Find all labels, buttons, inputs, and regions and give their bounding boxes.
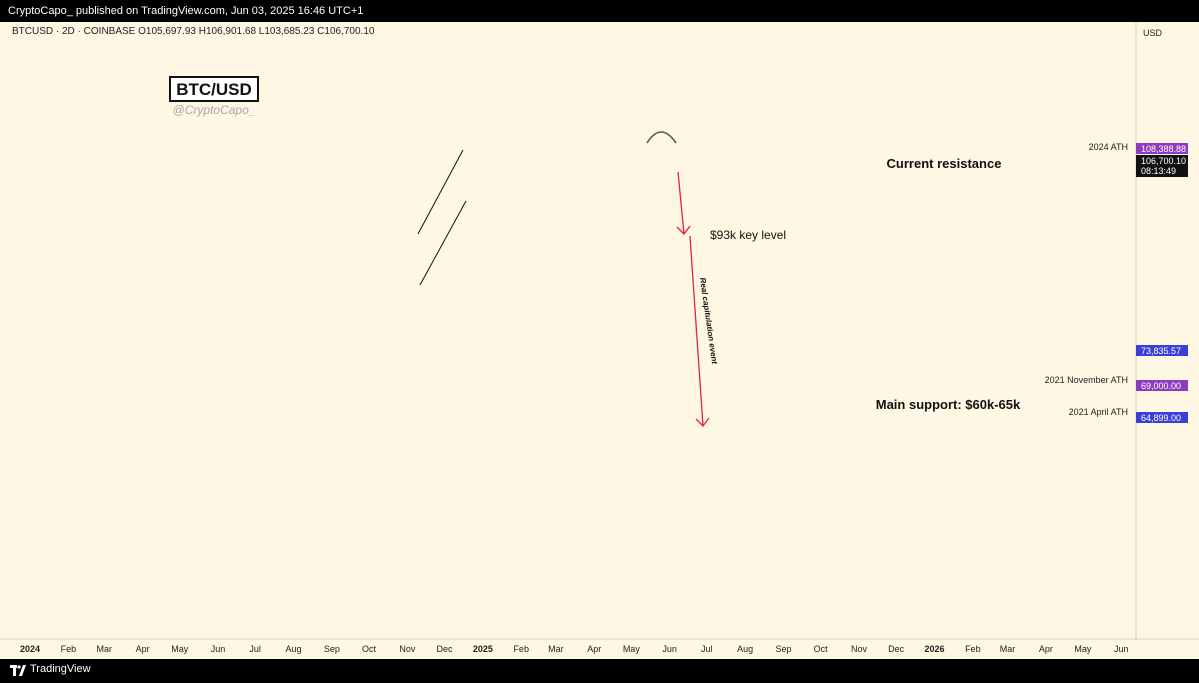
time-tick[interactable]: Aug [737, 644, 753, 654]
capitulation-arrow-head [695, 417, 710, 427]
time-tick[interactable]: Feb [513, 644, 529, 654]
price-label-64899[interactable] [1136, 412, 1188, 423]
capitulation-arrow [689, 235, 704, 427]
time-tick[interactable]: Jul [701, 644, 713, 654]
brand-title: BTC/USD [176, 80, 252, 99]
price-axis-background [1136, 22, 1199, 639]
price-label-2024-ath[interactable] [1136, 143, 1188, 154]
top-arc [646, 131, 677, 144]
price-label-73835-text: 73,835.57 [1141, 346, 1181, 356]
time-tick[interactable]: Sep [776, 644, 792, 654]
price-chart[interactable]: 2024 Feb Mar Apr May Jun Jul Aug Sep Oct Nov Dec 202… [0, 22, 1199, 659]
arrow-head-93k [676, 225, 691, 235]
price-label-64899-text: 64,899.00 [1141, 413, 1181, 423]
time-tick[interactable]: Nov [399, 644, 416, 654]
publish-bar: CryptoCapo_ published on TradingView.com… [0, 0, 1199, 22]
time-tick[interactable]: Apr [136, 644, 150, 654]
time-tick[interactable]: Apr [587, 644, 601, 654]
rising-wedge [417, 149, 467, 286]
time-tick[interactable]: Feb [965, 644, 981, 654]
time-tick[interactable]: Dec [888, 644, 905, 654]
key-level-label: $93k key level [710, 228, 786, 242]
time-axis[interactable]: 2024 Feb Mar Apr May Jun Jul Aug Sep Oct Nov Dec 202… [20, 644, 1129, 654]
time-tick[interactable]: Nov [851, 644, 868, 654]
time-tick[interactable]: Jun [662, 644, 677, 654]
tradingview-logo-text: TradingView [30, 663, 91, 675]
time-tick[interactable]: Aug [286, 644, 302, 654]
time-tick[interactable]: Mar [96, 644, 112, 654]
time-tick[interactable]: Oct [814, 644, 829, 654]
time-tick[interactable]: Jun [211, 644, 226, 654]
price-label-2024-ath-text: 108,388.88 [1141, 144, 1186, 154]
footer-bar: TradingView [0, 659, 1199, 683]
current-price-label[interactable] [1136, 155, 1188, 177]
resistance-label: Current resistance [887, 156, 1002, 171]
time-tick[interactable]: May [171, 644, 189, 654]
axis-unit[interactable]: USD [1143, 28, 1163, 38]
time-tick[interactable]: Oct [362, 644, 377, 654]
label-2021-april-ath: 2021 April ATH [1069, 407, 1128, 417]
price-label-69000[interactable] [1136, 380, 1188, 391]
label-2021-november-ath: 2021 November ATH [1045, 375, 1128, 385]
price-label-73835[interactable] [1136, 345, 1188, 356]
time-axis-background [0, 639, 1199, 659]
time-tick[interactable]: Feb [61, 644, 77, 654]
publish-info: CryptoCapo_ published on TradingView.com… [8, 5, 364, 17]
symbol-info: BTCUSD · 2D · COINBASE O105,697.93 H106,… [12, 26, 375, 37]
time-tick[interactable]: 2024 [20, 644, 40, 654]
drawings-layer [417, 131, 710, 427]
bar-countdown: 08:13:49 [1141, 166, 1176, 176]
plot-background [0, 22, 1136, 639]
time-tick[interactable]: Jun [1114, 644, 1129, 654]
time-tick[interactable]: May [623, 644, 641, 654]
label-2024-ath: 2024 ATH [1089, 142, 1128, 152]
time-tick[interactable]: Jul [249, 644, 261, 654]
time-tick[interactable]: Sep [324, 644, 340, 654]
time-tick[interactable]: Mar [1000, 644, 1016, 654]
arrow-to-93k [677, 171, 685, 235]
time-tick[interactable]: May [1074, 644, 1092, 654]
time-tick[interactable]: Dec [436, 644, 453, 654]
price-label-69000-text: 69,000.00 [1141, 381, 1181, 391]
current-price-text: 106,700.10 [1141, 156, 1186, 166]
support-label: Main support: $60k-65k [876, 397, 1021, 412]
brand-handle: @CryptoCapo_ [173, 103, 256, 117]
time-tick[interactable]: Apr [1039, 644, 1053, 654]
brand-box [169, 76, 259, 102]
time-tick[interactable]: Mar [548, 644, 564, 654]
time-tick[interactable]: 2026 [924, 644, 944, 654]
tradingview-logo-icon [10, 665, 26, 676]
time-tick[interactable]: 2025 [473, 644, 493, 654]
